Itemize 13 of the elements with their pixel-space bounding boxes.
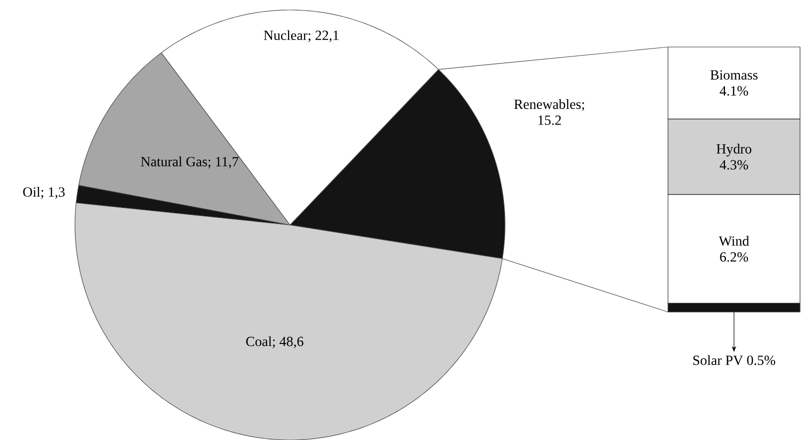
- slice-label: Renewables; 15.2: [514, 99, 584, 125]
- data-label: 0.5%: [747, 356, 776, 366]
- data-label: 4.1%: [720, 86, 748, 96]
- series-label: Hydro: [716, 144, 752, 156]
- slice-label: Coal; 48,6: [246, 336, 304, 348]
- slice-label: Natural Gas; 11,7: [140, 156, 238, 168]
- text: Solar PV: [693, 355, 743, 366]
- slice-label: Oil; 1,3: [23, 186, 65, 199]
- slice-label: Nuclear; 22,1: [264, 30, 338, 42]
- data-label: 4.3%: [720, 160, 748, 170]
- series-label: Biomass: [710, 70, 758, 80]
- data-label: 6.2%: [720, 252, 748, 262]
- series-label: Wind: [718, 236, 750, 246]
